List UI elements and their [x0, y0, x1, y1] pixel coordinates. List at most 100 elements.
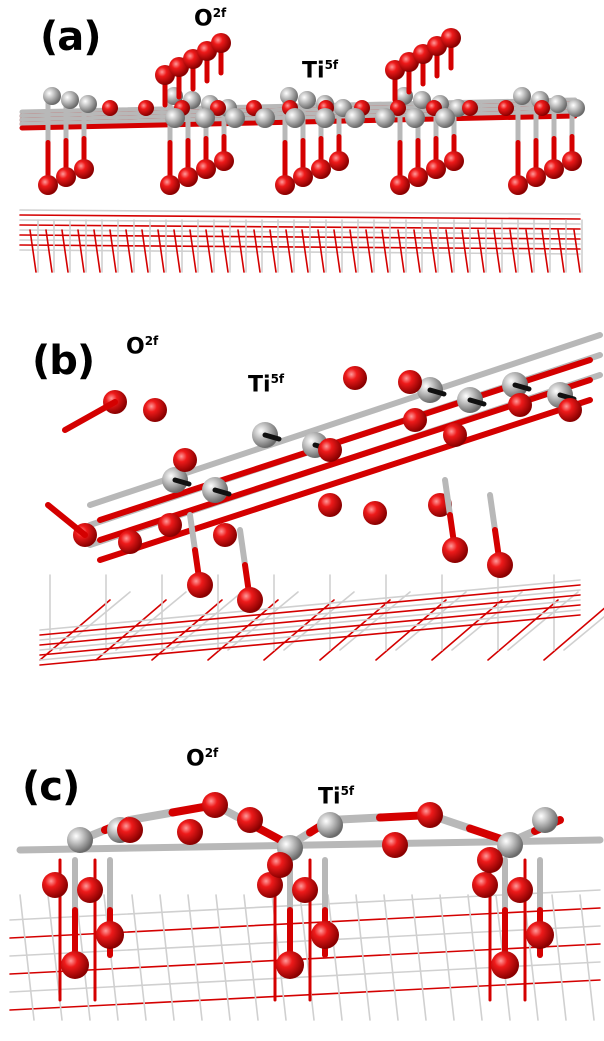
oxygen-atom	[211, 33, 231, 53]
bulk-wireframe-bond	[411, 894, 427, 1021]
titanium-atom	[298, 91, 316, 109]
oxygen-atom	[257, 872, 283, 898]
oxygen-atom	[311, 921, 339, 949]
bulk-wireframe-bond	[39, 614, 581, 666]
titanium-atom	[195, 108, 215, 128]
oxygen-atom	[382, 832, 408, 858]
oxygen-atom	[558, 398, 582, 422]
bulk-wireframe-bond	[563, 615, 604, 651]
titanium-atom	[67, 827, 93, 853]
bulk-wireframe-bond	[39, 584, 581, 636]
oxygen-atom	[390, 175, 410, 195]
bulk-wireframe-bond	[509, 229, 517, 273]
bulk-wireframe-bond	[285, 229, 293, 273]
titanium-atom	[413, 91, 431, 109]
oxygen-atom	[117, 817, 143, 843]
bulk-wireframe-bond	[381, 229, 389, 273]
oxygen-atom	[42, 872, 68, 898]
bulk-wireframe-bond	[19, 224, 581, 230]
bulk-wireframe-bond	[317, 229, 325, 273]
bulk-wireframe-bond	[39, 589, 581, 641]
ti-o-bond	[467, 397, 487, 407]
oxygen-atom	[210, 100, 226, 116]
bulk-wireframe-bond	[227, 591, 299, 651]
titanium-atom	[317, 812, 343, 838]
ti-o-bond	[487, 492, 498, 533]
bulk-wireframe-bond	[269, 229, 277, 273]
bulk-wireframe-bond	[39, 599, 581, 651]
oxygen-atom	[311, 159, 331, 179]
titanium-atom	[449, 99, 467, 117]
oxygen-atom	[526, 167, 546, 187]
bulk-wireframe-bond	[207, 599, 279, 661]
titanium-atom	[61, 91, 79, 109]
titanium-atom	[497, 832, 523, 858]
oxygen-atom	[526, 921, 554, 949]
oxygen-atom	[158, 513, 182, 537]
bulk-wireframe-bond	[525, 229, 533, 273]
oxygen-atom	[267, 852, 293, 878]
oxygen-atom	[363, 501, 387, 525]
bulk-wireframe-bond	[461, 229, 469, 273]
panel-a: (a) O2f Ti5f	[0, 0, 604, 300]
oxygen-atom	[534, 100, 550, 116]
oxygen-atom	[196, 159, 216, 179]
oxygen-atom	[102, 100, 118, 116]
o2f-label-c: O2f	[186, 746, 219, 772]
structure-c	[9, 792, 604, 1021]
oxygen-atom	[343, 366, 367, 390]
ti-o-bond	[172, 477, 192, 487]
ti-o-bond	[212, 487, 232, 497]
titanium-atom	[532, 807, 558, 833]
bulk-wireframe-bond	[59, 591, 131, 651]
oxygen-atom	[442, 537, 468, 563]
bulk-wireframe-bond	[95, 599, 167, 661]
bulk-wireframe-bond	[429, 229, 437, 273]
oxygen-atom	[96, 921, 124, 949]
bulk-wireframe-bond	[573, 229, 581, 273]
bulk-wireframe-bond	[157, 229, 165, 273]
ti5f-label-a: Ti5f	[302, 58, 339, 84]
bulk-wireframe-bond	[243, 894, 259, 1021]
bulk-wireframe-bond	[151, 599, 223, 661]
oxygen-atom	[508, 393, 532, 417]
ti-o-bond	[262, 432, 282, 442]
bulk-wireframe-bond	[445, 229, 453, 273]
titanium-atom	[405, 108, 425, 128]
titanium-atom	[375, 108, 395, 128]
bulk-wireframe-bond	[467, 894, 483, 1021]
oxygen-atom	[498, 100, 514, 116]
structure-b	[39, 332, 604, 666]
titanium-atom	[345, 108, 365, 128]
bulk-wireframe-bond	[301, 229, 309, 273]
bulk-wireframe-bond	[19, 214, 581, 220]
bulk-wireframe-bond	[19, 229, 581, 235]
ti5f-label-c: Ti5f	[318, 784, 355, 810]
oxygen-atom	[187, 572, 213, 598]
oxygen-atom	[462, 100, 478, 116]
oxygen-atom	[214, 151, 234, 171]
bulk-wireframe-bond	[39, 579, 581, 631]
bulk-wireframe-bond	[189, 229, 197, 273]
titanium-atom	[225, 108, 245, 128]
titanium-atom	[549, 95, 567, 113]
oxygen-atom	[293, 167, 313, 187]
oxygen-atom	[237, 587, 263, 613]
bulk-wireframe-bond	[171, 591, 243, 651]
oxygen-atom	[403, 408, 427, 432]
bulk-wireframe-bond	[109, 229, 117, 273]
titanium-atom	[567, 99, 585, 117]
bulk-wireframe-bond	[19, 219, 581, 225]
bulk-wireframe-bond	[355, 894, 371, 1021]
oxygen-atom	[77, 877, 103, 903]
ti-o-bond	[126, 808, 177, 824]
panel-b: (b) O2f Ti5f	[0, 330, 604, 690]
bulk-wireframe-bond	[19, 209, 581, 215]
panel-label-b: (b)	[32, 338, 95, 384]
oxygen-atom	[417, 802, 443, 828]
ti-o-bond	[442, 477, 453, 518]
bulk-wireframe-bond	[29, 229, 37, 273]
bulk-wireframe-bond	[541, 229, 549, 273]
oxygen-atom	[487, 552, 513, 578]
oxygen-atom	[160, 175, 180, 195]
